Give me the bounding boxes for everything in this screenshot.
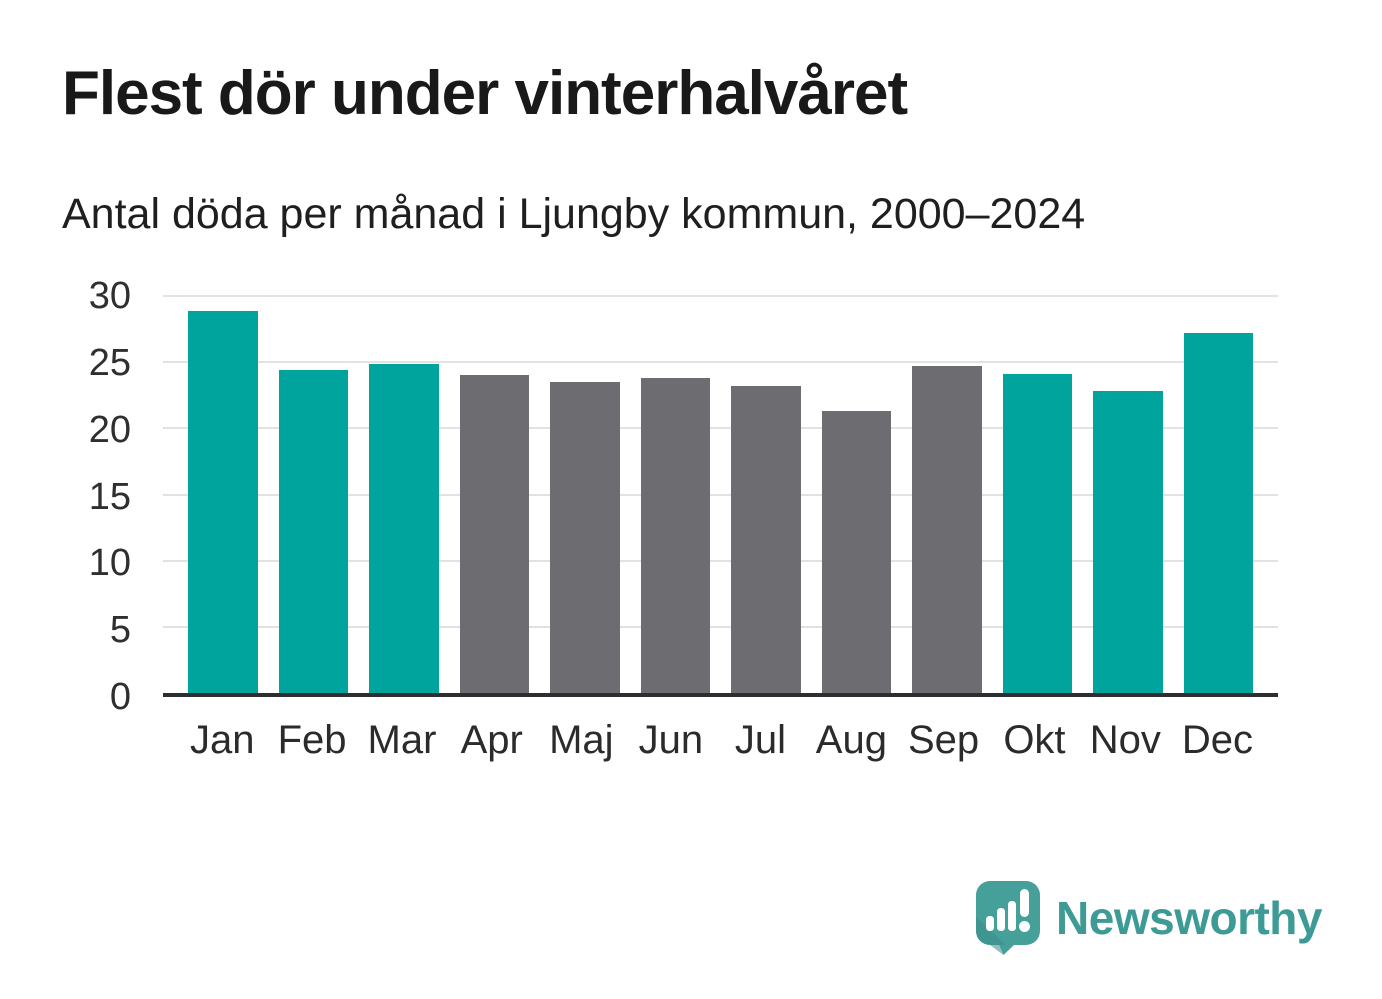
x-axis: Jan Feb Mar Apr Maj Jun Jul Aug Sep Okt Nov Dec [163, 718, 1278, 763]
x-axis-label-mar: Mar [367, 718, 437, 762]
gridline-20 [163, 427, 1278, 430]
chart-title: Flest dör under vinterhalvåret [62, 59, 908, 128]
bar-sep [912, 366, 982, 693]
bar-jun [640, 378, 710, 693]
x-axis-label-sep: Sep [907, 718, 980, 762]
x-axis-label-maj: Maj [549, 718, 614, 762]
gridline-10 [163, 559, 1278, 562]
y-axis-tick-25: 25 [88, 341, 131, 384]
bar-aug [821, 411, 891, 693]
x-axis-label-jan: Jan [190, 718, 255, 762]
bar-jan [188, 310, 258, 693]
bar-nov [1093, 391, 1163, 693]
bar-okt [1002, 374, 1072, 693]
y-axis-tick-5: 5 [109, 609, 131, 652]
chart-subtitle: Antal döda per månad i Ljungby kommun, 2… [62, 190, 1086, 238]
x-axis-label-okt: Okt [1003, 718, 1066, 762]
y-axis: 0 5 10 15 20 25 30 [0, 277, 147, 716]
bar-mar [369, 363, 439, 693]
newsworthy-brand: Newsworthy [976, 881, 1322, 955]
x-axis-label-jun: Jun [638, 718, 704, 762]
bar-apr [459, 375, 529, 693]
y-axis-tick-0: 0 [109, 676, 131, 718]
y-axis-tick-15: 15 [88, 475, 131, 518]
bar-series [163, 296, 1278, 693]
bar-jul [731, 386, 801, 693]
bar-dec [1183, 333, 1253, 693]
bar-feb [278, 370, 348, 693]
gridline-5 [163, 625, 1278, 628]
x-axis-label-nov: Nov [1089, 718, 1161, 762]
x-axis-label-jul: Jul [734, 718, 787, 762]
newsworthy-logo-icon [976, 881, 1041, 955]
y-axis-tick-30: 30 [88, 275, 131, 317]
x-axis-label-aug: Aug [815, 718, 887, 762]
y-axis-tick-20: 20 [88, 408, 131, 451]
x-axis-label-apr: Apr [460, 718, 523, 762]
brand-wordmark: Newsworthy [1056, 892, 1322, 944]
bar-maj [550, 382, 620, 693]
x-axis-label-dec: Dec [1181, 718, 1254, 762]
y-axis-tick-10: 10 [88, 542, 131, 585]
gridline-25 [163, 361, 1278, 364]
plot-area [163, 295, 1278, 697]
gridline-15 [163, 493, 1278, 496]
x-axis-label-feb: Feb [277, 718, 347, 762]
gridline-30 [163, 295, 1278, 297]
